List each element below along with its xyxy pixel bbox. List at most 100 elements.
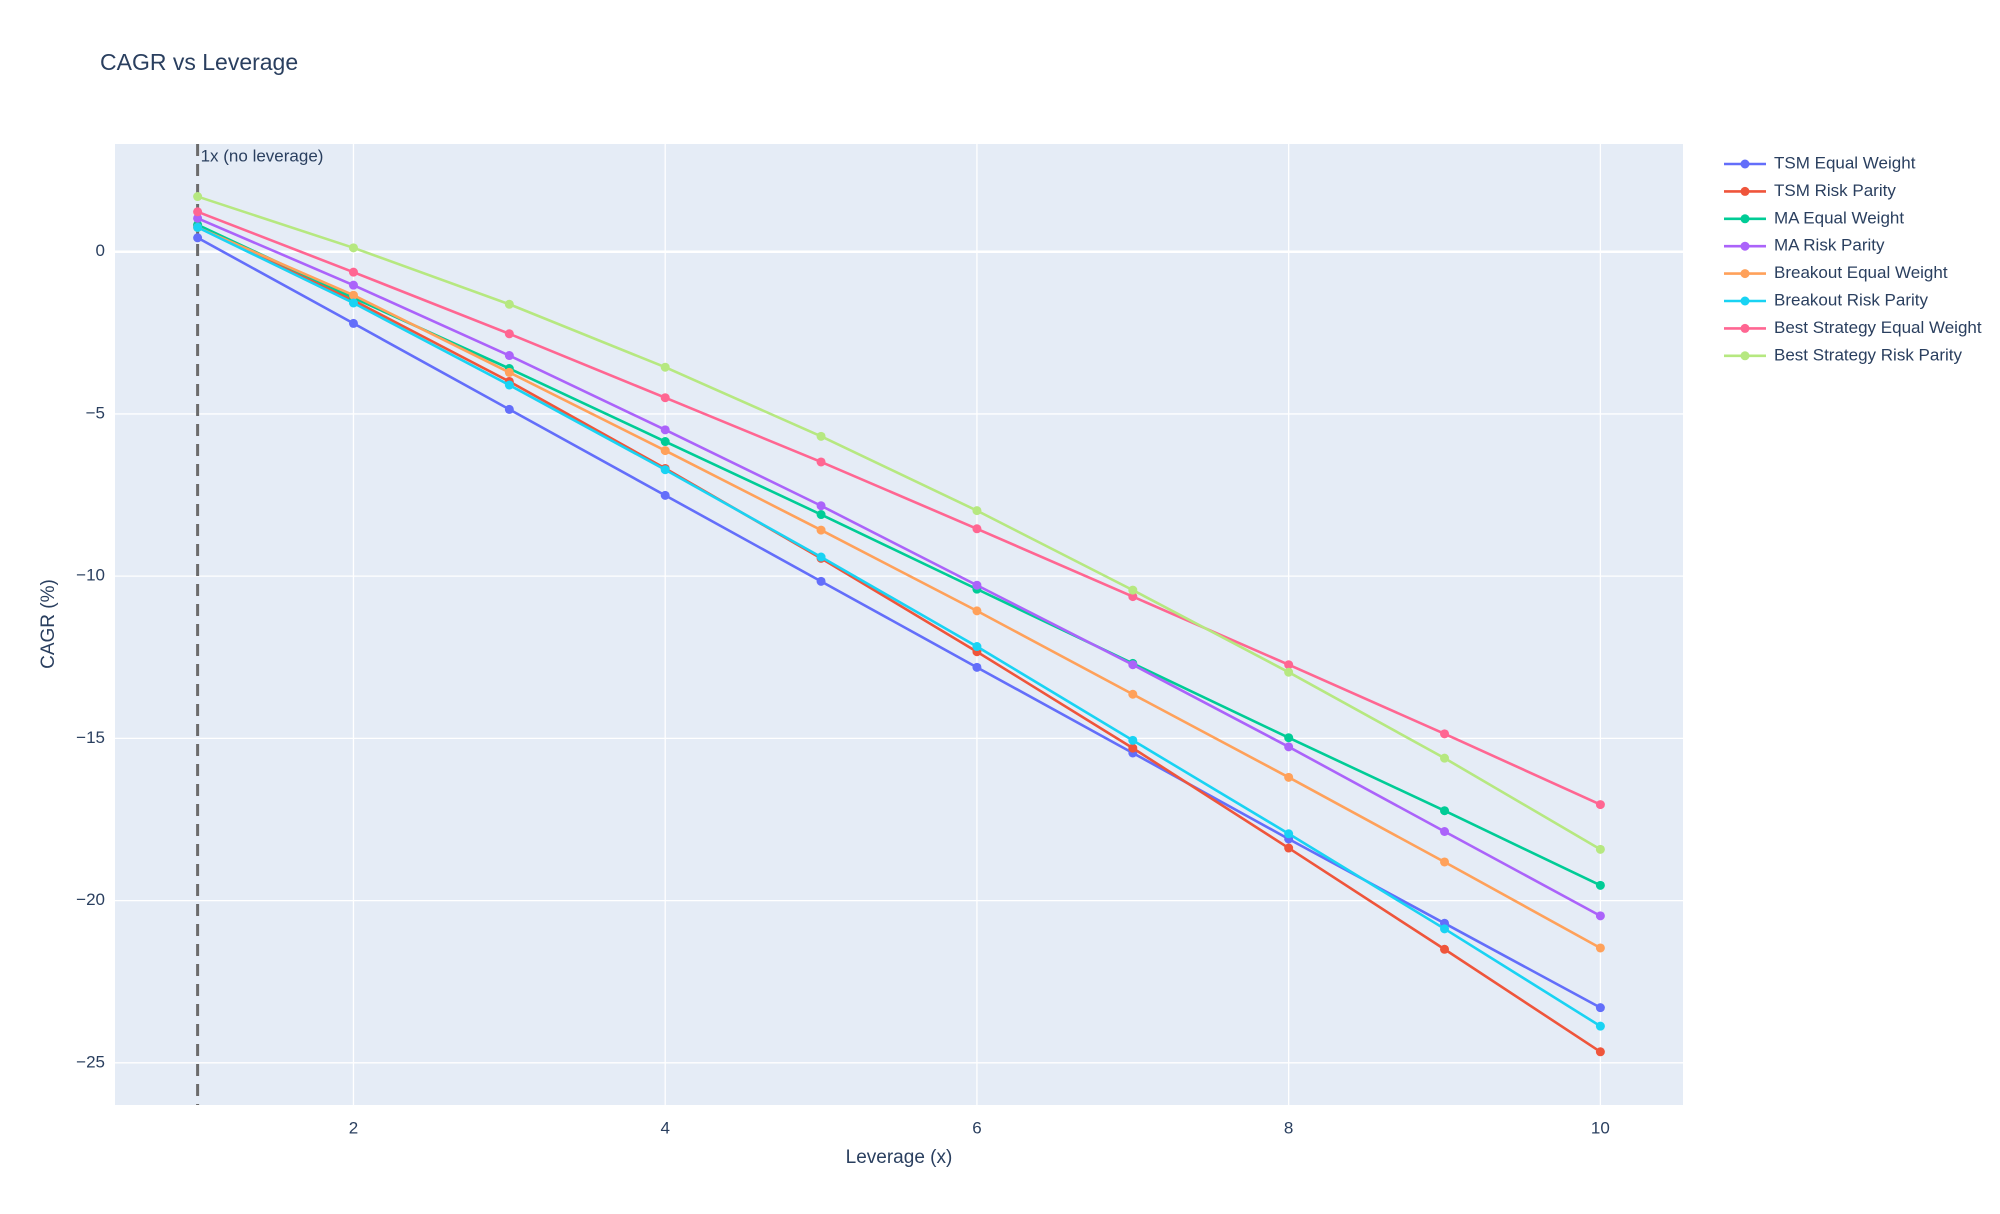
data-point [1128, 743, 1138, 753]
y-axis-title: CAGR (%) [38, 579, 59, 669]
x-tick-label: 10 [1591, 1118, 1610, 1137]
x-tick-label: 4 [660, 1118, 669, 1137]
legend-label: MA Equal Weight [1774, 208, 1904, 227]
data-point [1128, 660, 1138, 670]
series-line [197, 226, 1602, 1028]
data-point [660, 425, 670, 435]
data-point [1284, 742, 1294, 752]
legend-marker [1740, 214, 1750, 224]
chart-title: CAGR vs Leverage [100, 49, 298, 75]
y-tick-label: −20 [76, 890, 105, 909]
data-point [1284, 667, 1294, 677]
legend-label: TSM Equal Weight [1774, 153, 1916, 172]
legend-marker [1740, 323, 1750, 333]
legend-label: Breakout Equal Weight [1774, 263, 1948, 282]
data-point [504, 299, 514, 309]
legend-label: Best Strategy Equal Weight [1774, 318, 1982, 337]
data-point [504, 367, 514, 377]
data-point [1595, 844, 1605, 854]
data-point [348, 298, 358, 308]
y-tick-label: −15 [76, 728, 105, 747]
data-point [816, 457, 826, 467]
data-point [660, 437, 670, 447]
x-tick-label: 6 [972, 1118, 981, 1137]
data-point [816, 576, 826, 586]
legend-marker [1740, 241, 1750, 251]
data-point [348, 318, 358, 328]
y-tick-label: −25 [76, 1052, 105, 1071]
data-point [660, 362, 670, 372]
data-point [972, 506, 982, 516]
data-point [348, 280, 358, 290]
legend-label: Best Strategy Risk Parity [1774, 345, 1963, 364]
x-tick-label: 2 [349, 1118, 358, 1137]
data-point [1595, 1021, 1605, 1031]
legend-label: Breakout Risk Parity [1774, 290, 1928, 309]
data-point [504, 404, 514, 414]
data-point [348, 243, 358, 253]
data-point [348, 267, 358, 277]
data-point [1284, 829, 1294, 839]
data-point [972, 662, 982, 672]
data-point [816, 501, 826, 511]
legend-marker [1740, 296, 1750, 306]
data-point [1128, 585, 1138, 595]
data-point [504, 351, 514, 361]
series-line [197, 210, 1601, 806]
data-point [972, 580, 982, 590]
y-tick-label: −10 [76, 566, 105, 585]
data-point [1440, 944, 1450, 954]
x-axis-title: Leverage (x) [846, 1147, 953, 1168]
data-point [193, 213, 203, 223]
data-point [193, 222, 203, 232]
data-point [1595, 880, 1605, 890]
data-point [1595, 1003, 1605, 1013]
data-point [193, 192, 203, 202]
series-line [197, 226, 1602, 950]
x-tick-label: 8 [1284, 1118, 1293, 1137]
y-tick-label: 0 [96, 241, 105, 260]
data-point [193, 233, 203, 243]
data-point [1128, 689, 1138, 699]
data-point [1595, 911, 1605, 921]
data-point [1128, 735, 1138, 745]
data-point [816, 431, 826, 441]
data-point [1595, 1047, 1605, 1057]
data-point [1128, 592, 1138, 602]
legend-marker [1740, 186, 1750, 196]
series-line [197, 224, 1602, 1053]
data-point [1284, 660, 1294, 670]
series-line [197, 195, 1602, 851]
data-point [660, 465, 670, 475]
data-point [660, 393, 670, 403]
y-tick-label: −5 [86, 403, 105, 422]
data-point [972, 642, 982, 652]
data-point [816, 525, 826, 535]
legend-label: MA Risk Parity [1774, 236, 1885, 255]
data-point [1595, 800, 1605, 810]
data-point [1440, 924, 1450, 934]
data-point [1440, 753, 1450, 763]
data-point [193, 207, 203, 217]
data-point [1595, 943, 1605, 953]
annotation: 1x (no leverage) [201, 146, 324, 165]
data-point [504, 329, 514, 339]
data-point [972, 606, 982, 616]
legend-marker [1740, 351, 1750, 361]
legend-marker [1740, 159, 1750, 169]
data-point [660, 446, 670, 456]
legend-label: TSM Risk Parity [1774, 181, 1896, 200]
data-point [1284, 772, 1294, 782]
data-point [1440, 729, 1450, 739]
data-point [348, 290, 358, 300]
data-point [1284, 843, 1294, 853]
data-point [504, 380, 514, 390]
series-line [197, 217, 1602, 917]
data-point [816, 510, 826, 520]
data-point [1440, 826, 1450, 836]
data-point [1440, 806, 1450, 816]
data-point [1284, 733, 1294, 743]
data-point [972, 524, 982, 534]
data-point [660, 490, 670, 500]
